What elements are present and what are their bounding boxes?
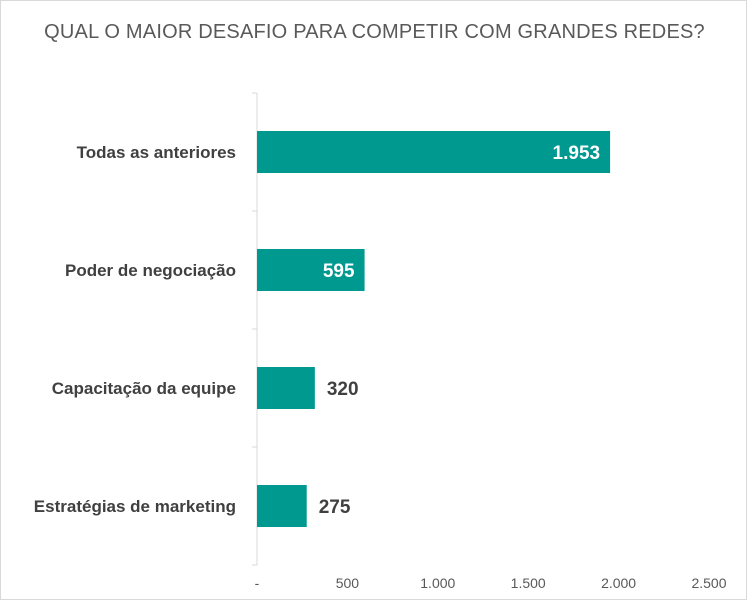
x-tick-label: - [255,575,260,591]
data-label: 275 [319,497,351,518]
bar [257,131,611,173]
bar [257,367,315,409]
category-label: Poder de negociação [65,261,236,280]
category-label: Estratégias de marketing [34,497,236,516]
category-label: Capacitação da equipe [52,379,236,398]
bar [257,485,307,527]
x-tick-label: 2.000 [601,575,636,591]
data-label: 1.953 [553,143,601,164]
data-label: 595 [323,261,355,282]
bar [257,249,365,291]
x-tick-label: 1.500 [511,575,546,591]
x-tick-label: 2.500 [691,575,726,591]
x-tick-label: 500 [336,575,360,591]
x-tick-label: 1.000 [420,575,455,591]
data-label: 320 [327,379,359,400]
chart-title: QUAL O MAIOR DESAFIO PARA COMPETIR COM G… [44,21,705,43]
category-label: Todas as anteriores [77,143,236,162]
